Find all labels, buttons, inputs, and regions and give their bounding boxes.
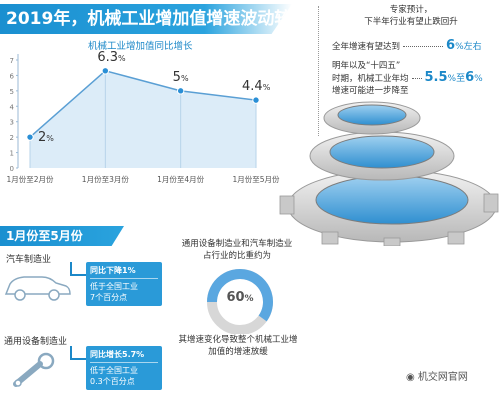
chart-subtitle: 机械工业增加值同比增长 — [88, 41, 193, 52]
y-tick-label: 7 — [10, 57, 14, 65]
data-label: 2% — [38, 130, 54, 145]
y-tick-label: 5 — [10, 88, 14, 96]
arrow-connector — [70, 262, 86, 276]
watermark: ◉ 机交网官网 — [406, 368, 468, 383]
share-donut-chart — [207, 269, 273, 334]
divider-line — [318, 6, 319, 136]
x-tick-label: 1月份至3月份 — [82, 174, 130, 184]
y-tick-label: 4 — [10, 103, 15, 111]
dotted-leader — [403, 46, 444, 47]
x-tick-label: 1月份至5月份 — [232, 174, 280, 184]
donut-share-arc — [207, 269, 273, 322]
y-tick-label: 1 — [10, 150, 14, 158]
share-note: 其增速变化导致整个机械工业增加值的增速放缓 — [178, 335, 298, 357]
auto-growth: 同比下降1% — [90, 266, 136, 275]
section-title: 1月份至5月份 — [0, 226, 124, 246]
forecast-full-year-label: 全年增速有望达到 — [332, 42, 401, 52]
y-tick-label: 0 — [10, 165, 14, 173]
data-label: 4.4% — [242, 79, 271, 94]
forecast-next-unit: % — [474, 74, 483, 84]
data-point — [176, 87, 185, 95]
x-tick-label: 1月份至4月份 — [157, 174, 205, 184]
data-label-value: 6.3 — [97, 50, 118, 65]
general-compare-points: 0.3个百分点 — [90, 377, 135, 386]
data-label-unit: % — [263, 83, 271, 92]
forecast-next-line-a: 明年以及“十四五” — [332, 61, 401, 71]
data-label-unit: % — [46, 134, 54, 143]
data-label: 5% — [173, 70, 189, 85]
y-tick-label: 2 — [10, 134, 14, 142]
gear-icon — [323, 101, 421, 135]
general-detail-box: 同比增长5.7% 低于全国工业 0.3个百分点 — [86, 346, 162, 390]
auto-compare: 低于全国工业 — [90, 282, 138, 291]
series-line — [29, 69, 257, 138]
y-tick-label: 6 — [10, 72, 15, 80]
area-fill — [30, 70, 256, 168]
auto-industry-label: 汽车制造业 — [6, 255, 52, 265]
main-title: 2019年，机械工业增加值增速波动较大 — [0, 4, 292, 34]
share-value: 60% — [220, 290, 260, 305]
x-tick-label: 1月份至2月份 — [6, 174, 54, 184]
share-value-unit: % — [244, 294, 254, 304]
data-point — [252, 96, 260, 104]
forecast-next-line-c: 增速可能进一步降至 — [332, 86, 409, 96]
forecast-next-value-a: 5.5 — [424, 70, 448, 85]
data-label: 6.3% — [97, 50, 126, 65]
wrench-icon — [13, 352, 55, 387]
divider — [90, 278, 158, 279]
forecast-full-year-unit: %左右 — [455, 42, 482, 52]
y-tick-label: 3 — [10, 119, 14, 127]
general-industry-label: 通用设备制造业 — [4, 337, 68, 347]
forecast-next-line-b: 时期，机械工业年均 — [332, 74, 409, 84]
gear-icon — [309, 131, 455, 181]
expert-intro: 专家预计， — [389, 5, 433, 15]
data-label-value: 4.4 — [242, 79, 263, 94]
data-label-value: 2 — [38, 130, 46, 145]
forecast-next-value-b: 6 — [465, 70, 475, 85]
car-icon — [4, 276, 71, 301]
forecast-next-period: 明年以及“十四五” 时期，机械工业年均 5.5%至6% 增速可能进一步降至 — [332, 60, 490, 97]
dotted-leader — [411, 78, 422, 79]
forecast-next-mid: %至 — [447, 74, 466, 84]
divider — [90, 362, 158, 363]
share-title: 通用设备制造业和汽车制造业占行业的比重约为 — [181, 239, 293, 261]
forecast-full-year: 全年增速有望达到 6%左右 — [332, 38, 490, 53]
share-value-number: 60 — [226, 290, 245, 305]
gears-illustration — [279, 101, 499, 246]
data-label-unit: % — [181, 74, 189, 83]
gear-icon — [279, 169, 499, 246]
data-label-value: 5 — [173, 70, 181, 85]
auto-detail-box: 同比下降1% 低于全国工业 7个百分点 — [86, 262, 162, 306]
arrow-connector — [70, 346, 86, 360]
watermark-text: 机交网官网 — [417, 372, 468, 383]
data-point — [26, 133, 34, 141]
general-growth: 同比增长5.7% — [90, 350, 145, 359]
expert-intro-2: 下半年行业有望止跌回升 — [364, 17, 458, 27]
data-point — [101, 67, 110, 75]
data-label-unit: % — [118, 54, 126, 63]
forecast-full-year-value: 6 — [446, 38, 456, 53]
expert-forecast: 专家预计， 下半年行业有望止跌回升 — [328, 4, 494, 28]
auto-compare-points: 7个百分点 — [90, 293, 128, 302]
wechat-icon: ◉ — [406, 372, 415, 383]
general-compare: 低于全国工业 — [90, 366, 138, 375]
